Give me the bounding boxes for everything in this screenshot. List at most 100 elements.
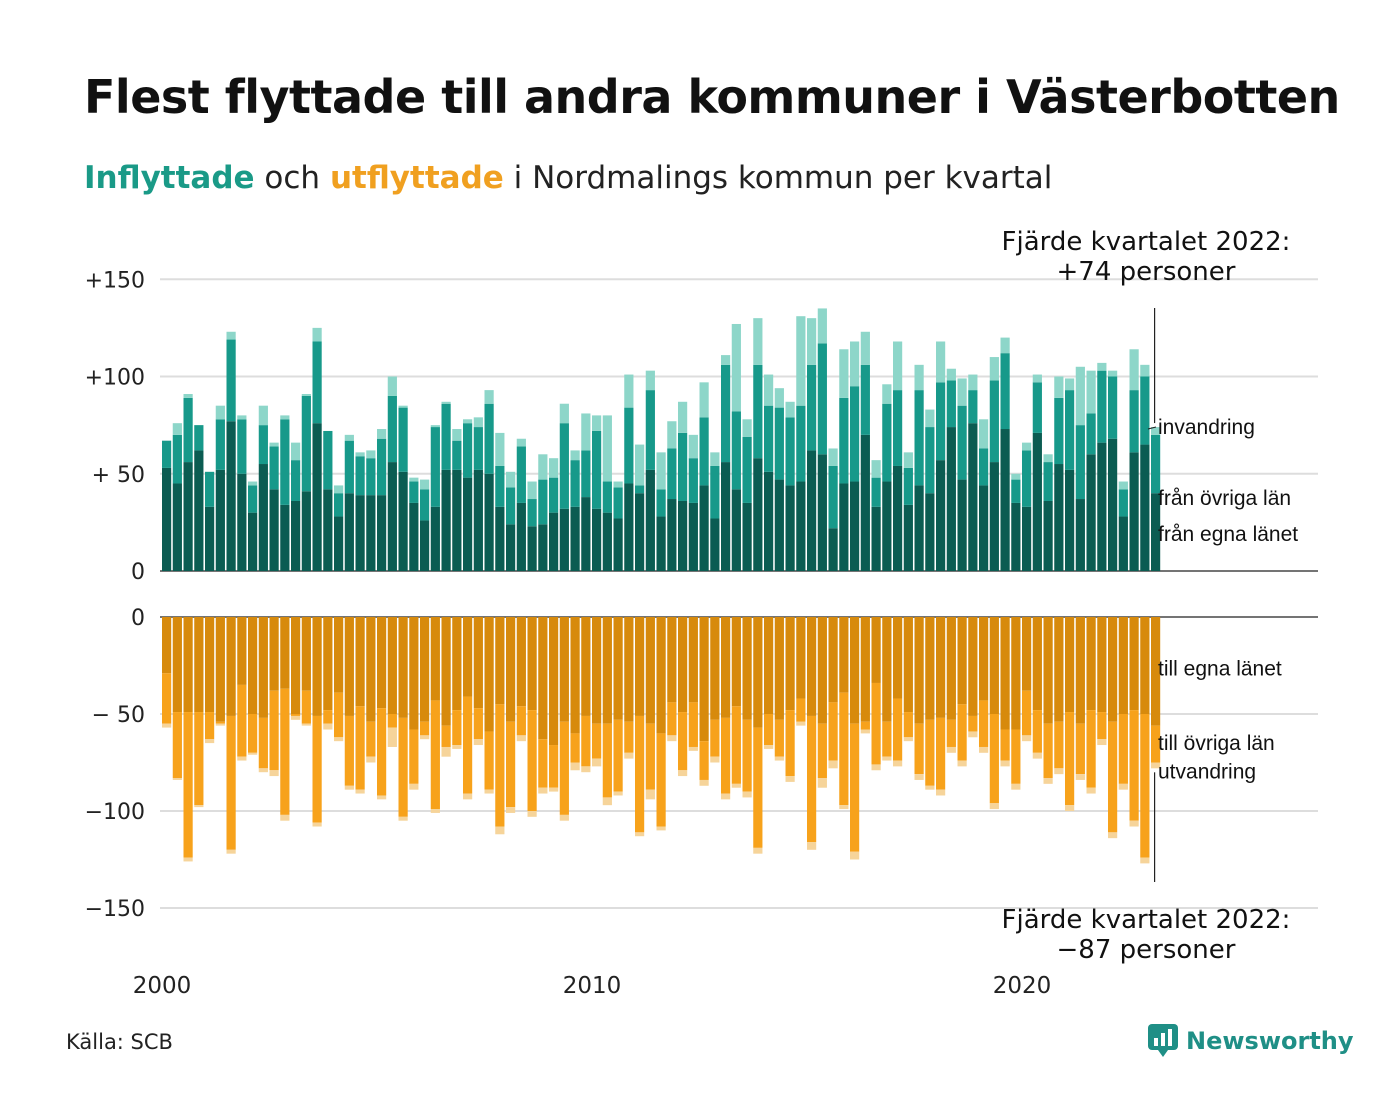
bar-till-ovriga-lan: [183, 712, 193, 858]
bar-till-egna-lanet: [688, 617, 698, 703]
bar-utvandring: [430, 809, 440, 813]
bar-till-ovriga-lan: [484, 731, 494, 790]
bar-till-ovriga-lan: [624, 721, 634, 753]
bar-till-ovriga-lan: [205, 712, 215, 740]
bar-utvandring: [925, 785, 935, 790]
bar-fran-egna-lanet: [1054, 464, 1064, 571]
bar-invandring: [710, 452, 720, 466]
bar-utvandring: [215, 723, 225, 726]
bar-till-egna-lanet: [796, 617, 806, 699]
bar-invandring: [1086, 370, 1096, 414]
bar-invandring: [377, 429, 387, 439]
bar-till-egna-lanet: [989, 617, 999, 714]
bar-fran-egna-lanet: [785, 485, 795, 571]
bar-fran-egna-lanet: [484, 473, 494, 571]
bar-till-egna-lanet: [506, 617, 516, 722]
bar-till-ovriga-lan: [796, 698, 806, 722]
bar-fran-egna-lanet: [774, 479, 784, 571]
bar-invandring: [893, 341, 903, 391]
bar-invandring: [882, 384, 892, 404]
bar-invandring: [420, 479, 430, 490]
bar-till-egna-lanet: [742, 617, 752, 720]
bar-till-egna-lanet: [1043, 617, 1053, 724]
bar-fran-ovriga-lan: [215, 419, 225, 470]
bar-till-ovriga-lan: [280, 688, 290, 815]
bar-till-ovriga-lan: [1022, 690, 1032, 736]
legend-label-top: från övriga län: [1158, 487, 1291, 510]
bar-till-egna-lanet: [355, 617, 365, 707]
bar-till-ovriga-lan: [882, 721, 892, 757]
bar-utvandring: [1032, 752, 1042, 759]
bar-invandring: [914, 364, 924, 391]
bar-fran-ovriga-lan: [592, 430, 602, 509]
bar-utvandring: [1108, 832, 1118, 839]
bar-fran-egna-lanet: [871, 506, 881, 571]
bar-utvandring: [463, 793, 473, 800]
bar-utvandring: [592, 758, 602, 767]
bar-utvandring: [731, 783, 741, 788]
bar-invandring: [774, 388, 784, 408]
bar-utvandring: [323, 723, 333, 730]
bar-utvandring: [1151, 762, 1161, 769]
y-tick-label-top: +100: [85, 366, 145, 391]
bar-fran-ovriga-lan: [860, 364, 870, 435]
bar-fran-ovriga-lan: [1011, 479, 1021, 503]
bar-till-egna-lanet: [893, 617, 903, 699]
bar-fran-ovriga-lan: [1032, 382, 1042, 433]
bar-fran-egna-lanet: [183, 462, 193, 571]
bar-fran-egna-lanet: [850, 481, 860, 571]
bar-invandring: [516, 438, 526, 447]
bar-fran-ovriga-lan: [377, 438, 387, 496]
bar-fran-ovriga-lan: [559, 423, 569, 509]
bar-utvandring: [796, 721, 806, 726]
bar-fran-ovriga-lan: [398, 407, 408, 472]
bar-till-egna-lanet: [882, 617, 892, 722]
bar-utvandring: [538, 787, 548, 794]
bar-till-egna-lanet: [667, 617, 677, 703]
bar-till-egna-lanet: [925, 617, 935, 720]
bar-fran-ovriga-lan: [1140, 376, 1150, 445]
bar-fran-egna-lanet: [936, 460, 946, 571]
bar-till-egna-lanet: [441, 617, 451, 726]
bar-utvandring: [269, 770, 279, 777]
bar-till-ovriga-lan: [602, 723, 612, 798]
bar-utvandring: [1065, 805, 1075, 811]
bar-till-ovriga-lan: [344, 715, 354, 786]
y-axis-bottom: 0 − 50 −100 −150: [85, 606, 145, 922]
y-tick-label-bottom: −100: [85, 800, 145, 825]
bar-fran-ovriga-lan: [968, 390, 978, 424]
bar-till-egna-lanet: [495, 617, 505, 705]
bar-fran-ovriga-lan: [645, 390, 655, 470]
bar-till-ovriga-lan: [850, 723, 860, 852]
bar-utvandring: [602, 797, 612, 806]
bar-till-ovriga-lan: [699, 741, 709, 780]
bar-utvandring: [183, 857, 193, 862]
bar-fran-ovriga-lan: [301, 395, 311, 492]
bar-till-ovriga-lan: [613, 719, 623, 792]
bar-till-egna-lanet: [527, 617, 537, 711]
bar-utvandring: [656, 826, 666, 831]
bar-fran-egna-lanet: [925, 493, 935, 571]
bar-till-ovriga-lan: [979, 700, 989, 747]
bar-fran-ovriga-lan: [162, 440, 172, 468]
bar-fran-egna-lanet: [334, 516, 344, 571]
bar-fran-egna-lanet: [645, 469, 655, 571]
bar-invandring: [1043, 454, 1053, 463]
bar-fran-ovriga-lan: [1097, 370, 1107, 443]
bar-utvandring: [559, 814, 569, 821]
bar-invandring: [957, 378, 967, 406]
bar-utvandring: [441, 746, 451, 757]
bar-fran-ovriga-lan: [387, 395, 397, 463]
bar-fran-egna-lanet: [979, 485, 989, 571]
bar-fran-egna-lanet: [1032, 432, 1042, 571]
bar-fran-egna-lanet: [903, 504, 913, 571]
bar-utvandring: [1054, 768, 1064, 775]
bar-utvandring: [1140, 857, 1150, 864]
bar-fran-egna-lanet: [473, 469, 483, 571]
bar-invandring: [334, 485, 344, 494]
subtitle-rest: i Nordmalings kommun per kvartal: [503, 160, 1053, 196]
bar-till-ovriga-lan: [817, 723, 827, 779]
bar-till-egna-lanet: [258, 617, 268, 718]
bar-till-egna-lanet: [602, 617, 612, 724]
bar-invandring: [828, 448, 838, 466]
